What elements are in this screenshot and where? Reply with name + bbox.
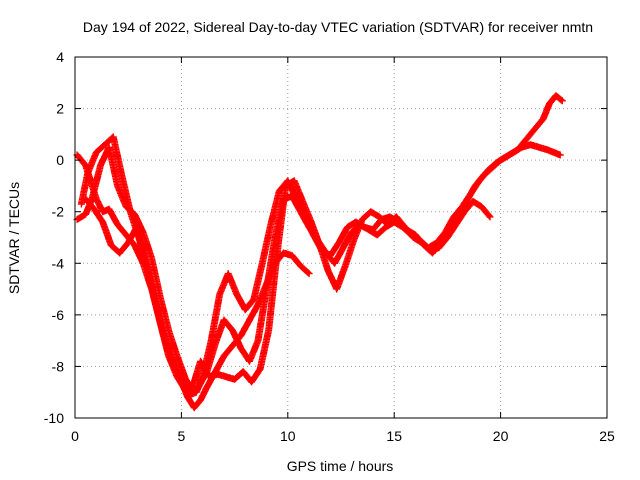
tick-layer: 0 5 10 15 20 25 -10 -8 -6 -4 -2 0 2 4 [44, 49, 615, 444]
plus-marker-path [82, 177, 494, 394]
y-tick-label: -2 [52, 204, 65, 220]
x-tick-label: 15 [386, 428, 402, 444]
y-tick-label: 0 [56, 152, 64, 168]
series-layer [73, 92, 566, 412]
x-tick-label: 5 [178, 428, 186, 444]
x-tick-label: 10 [280, 428, 296, 444]
y-tick-label: -8 [52, 358, 65, 374]
y-tick-label: 4 [56, 49, 64, 65]
y-axis-title: SDTVAR / TECUs [6, 182, 22, 294]
y-tick-label: -6 [52, 307, 65, 323]
x-tick-label: 25 [599, 428, 615, 444]
series-satellite-track-d [82, 177, 494, 394]
x-axis-title: GPS time / hours [287, 458, 394, 474]
y-tick-label: -4 [52, 255, 65, 271]
y-tick-label: 2 [56, 101, 64, 117]
x-tick-label: 0 [71, 428, 79, 444]
chart-title: Day 194 of 2022, Sidereal Day-to-day VTE… [83, 19, 593, 35]
x-tick-label: 20 [493, 428, 509, 444]
plot-frame [74, 56, 608, 419]
y-tick-label: -10 [44, 410, 64, 426]
